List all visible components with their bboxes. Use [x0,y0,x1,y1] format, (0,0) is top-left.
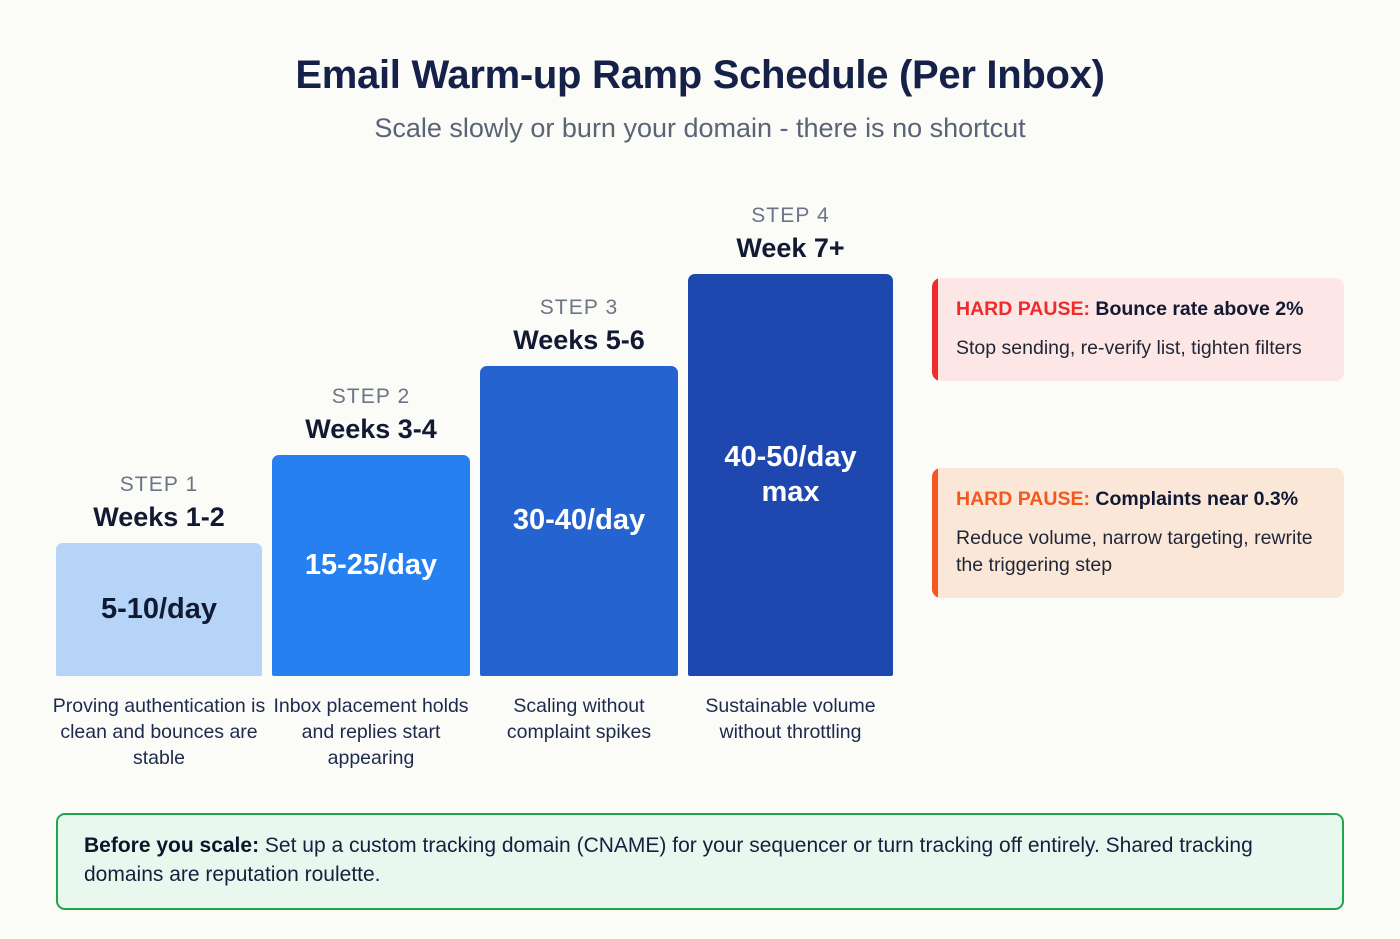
footer-note-text: Set up a custom tracking domain (CNAME) … [84,834,1253,886]
bar-rect-step-4[interactable]: 40-50/day max [688,274,893,676]
bar-caption-3: Scaling without complaint spikes [506,695,652,743]
weeks-label-2: Weeks 3-4 [305,413,437,444]
alert-body-1: Stop sending, re-verify list, tighten fi… [956,337,1302,360]
bar-header-step-4: STEP 4 Week 7+ [688,203,893,274]
alert-accent-bar [932,278,938,382]
bar-value-3: 30-40/day [512,504,646,537]
step-label-3: STEP 3 [539,295,619,319]
weeks-label-4: Week 7+ [736,232,845,263]
hard-pause-alert-complaints: HARD PAUSE: Complaints near 0.3% Reduce … [932,468,1344,598]
bar-header-step-1: STEP 1 Weeks 1-2 [56,472,262,543]
weeks-label-3: Weeks 5-6 [513,324,645,355]
bar-group-step-4[interactable]: STEP 4 Week 7+ 40-50/day max Sustainable… [688,204,893,743]
alert-accent-bar [932,468,938,598]
step-label-1: STEP 1 [119,472,199,496]
alert-heading-text-2: Complaints near 0.3% [1095,488,1299,510]
hard-pause-alert-bounce-rate: HARD PAUSE: Bounce rate above 2% Stop se… [932,278,1344,382]
bar-group-step-2[interactable]: STEP 2 Weeks 3-4 15-25/day Inbox placeme… [272,385,470,769]
bar-header-step-3: STEP 3 Weeks 5-6 [480,295,678,366]
bar-header-step-2: STEP 2 Weeks 3-4 [272,384,470,455]
step-label-2: STEP 2 [331,384,411,408]
alert-tag-2: HARD PAUSE: [956,488,1090,510]
alert-heading-1: HARD PAUSE: Bounce rate above 2% [956,297,1322,322]
alert-heading-text-1: Bounce rate above 2% [1095,298,1304,320]
step-label-4: STEP 4 [751,203,830,227]
page-subtitle: Scale slowly or burn your domain - there… [374,113,1026,143]
alert-body-2: Reduce volume, narrow targeting, rewrite… [956,527,1313,577]
alert-tag-1: HARD PAUSE: [956,298,1090,320]
weeks-label-1: Weeks 1-2 [93,501,225,532]
bar-caption-1: Proving authentication is clean and boun… [52,695,266,769]
bar-value-4: 40-50/day max [724,440,857,508]
bar-rect-step-3[interactable]: 30-40/day [480,366,678,676]
bar-group-step-3[interactable]: STEP 3 Weeks 5-6 30-40/day Scaling witho… [480,296,678,743]
alert-heading-2: HARD PAUSE: Complaints near 0.3% [956,487,1322,512]
page-title: Email Warm-up Ramp Schedule (Per Inbox) [295,53,1105,97]
bar-value-1: 5-10/day [100,592,218,625]
bar-value-2: 15-25/day [304,548,438,581]
bar-rect-step-1[interactable]: 5-10/day [56,543,262,676]
before-you-scale-note: Before you scale: Set up a custom tracki… [56,813,1344,910]
footer-note-label: Before you scale: [84,834,260,857]
bar-group-step-1[interactable]: STEP 1 Weeks 1-2 5-10/day Proving authen… [53,473,265,769]
bar-caption-4: Sustainable volume without throttling [705,695,876,743]
chart-header: Email Warm-up Ramp Schedule (Per Inbox) … [0,52,1400,144]
bar-rect-step-2[interactable]: 15-25/day [272,455,470,676]
bar-caption-2: Inbox placement holds and replies start … [273,695,469,769]
